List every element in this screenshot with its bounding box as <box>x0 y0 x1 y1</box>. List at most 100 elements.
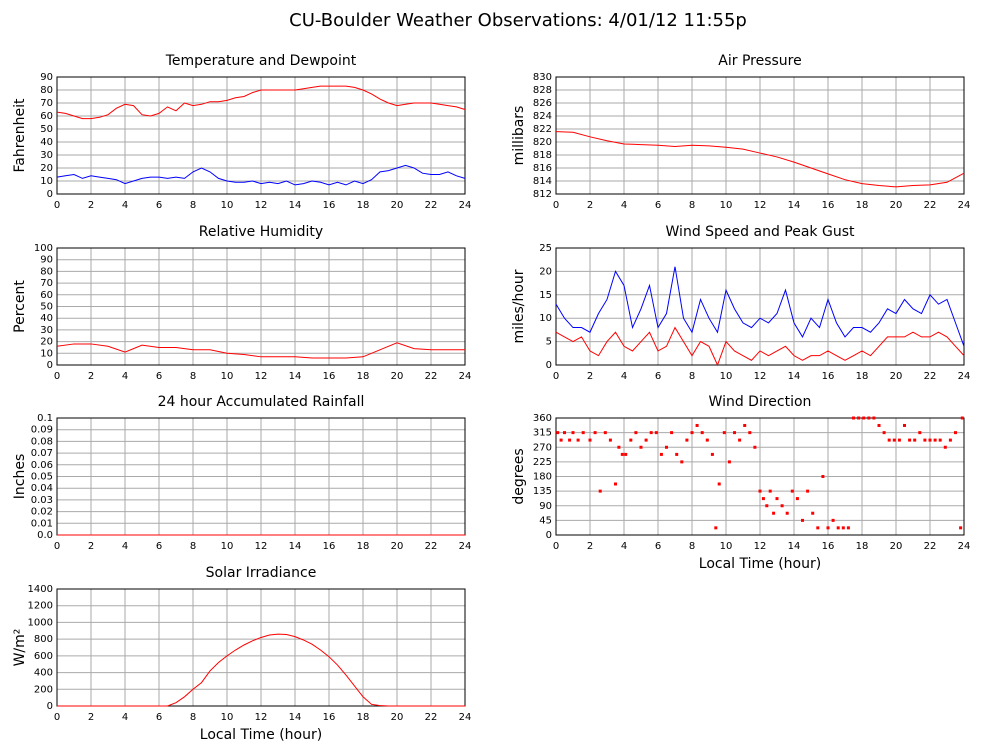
x-tick-label: 16 <box>323 712 336 723</box>
y-tick-label: 0.07 <box>31 448 53 459</box>
x-tick-label: 10 <box>720 200 733 211</box>
y-tick-label: 400 <box>34 668 53 679</box>
y-tick-label: 30 <box>40 150 53 161</box>
x-axis-label: Local Time (hour) <box>699 556 821 572</box>
x-tick-label: 6 <box>156 541 162 552</box>
x-tick-label: 10 <box>221 712 234 723</box>
data-point <box>816 526 820 530</box>
y-axis-label: miles/hour <box>511 269 527 343</box>
plot-frame <box>56 76 466 195</box>
data-point <box>897 438 901 442</box>
x-tick-label: 16 <box>822 541 835 552</box>
x-tick-label: 18 <box>856 541 869 552</box>
x-tick-label: 6 <box>156 712 162 723</box>
y-tick-label: 0.1 <box>37 413 53 424</box>
x-tick-label: 8 <box>190 200 196 211</box>
x-tick-label: 16 <box>323 541 336 552</box>
y-axis-label: millibars <box>511 106 527 166</box>
x-tick-label: 0 <box>54 200 60 211</box>
y-tick-label: 822 <box>533 124 552 135</box>
data-point <box>700 431 704 435</box>
data-point <box>857 416 861 420</box>
data-line <box>555 131 965 188</box>
x-tick-label: 0 <box>54 541 60 552</box>
page-title: CU-Boulder Weather Observations: 4/01/12… <box>289 10 747 31</box>
x-tick-label: 2 <box>587 541 593 552</box>
data-point <box>659 452 663 456</box>
data-point <box>933 438 937 442</box>
x-tick-label: 2 <box>587 200 593 211</box>
data-point <box>801 518 804 522</box>
data-point <box>588 438 592 442</box>
y-tick-label: 814 <box>533 176 552 187</box>
data-point <box>841 526 845 530</box>
x-tick-label: 20 <box>890 371 903 382</box>
x-tick-label: 14 <box>289 712 302 723</box>
data-point <box>639 445 643 449</box>
data-point <box>867 416 871 420</box>
y-tick-label: 200 <box>34 684 53 695</box>
data-point <box>811 511 815 515</box>
y-tick-label: 828 <box>533 85 552 96</box>
data-point <box>608 438 612 442</box>
x-tick-label: 12 <box>754 541 767 552</box>
data-point <box>670 431 674 435</box>
data-point <box>620 452 624 456</box>
x-tick-label: 6 <box>655 541 661 552</box>
x-tick-label: 4 <box>122 541 128 552</box>
y-tick-label: 0.05 <box>31 472 53 483</box>
data-line <box>56 342 465 359</box>
x-tick-label: 20 <box>890 541 903 552</box>
data-point <box>593 431 597 435</box>
x-tick-label: 6 <box>655 200 661 211</box>
data-point <box>821 475 825 478</box>
x-tick-label: 20 <box>391 200 404 211</box>
data-line <box>57 633 465 707</box>
data-point <box>831 518 835 522</box>
data-point <box>733 431 736 435</box>
y-tick-label: 70 <box>40 98 53 109</box>
x-tick-label: 12 <box>255 371 268 382</box>
data-point <box>644 438 648 442</box>
x-tick-label: 4 <box>621 541 627 552</box>
x-tick-label: 6 <box>655 371 661 382</box>
x-tick-label: 2 <box>88 200 94 211</box>
y-tick-label: 816 <box>533 163 552 174</box>
y-tick-label: 40 <box>40 137 53 148</box>
y-tick-label: 100 <box>34 243 53 254</box>
data-point <box>862 416 866 420</box>
data-point <box>960 416 964 420</box>
x-tick-label: 6 <box>156 200 162 211</box>
x-tick-label: 14 <box>289 371 302 382</box>
x-tick-label: 22 <box>425 200 438 211</box>
data-point <box>892 438 896 442</box>
data-point <box>846 526 850 530</box>
x-tick-label: 0 <box>553 371 559 382</box>
x-tick-label: 12 <box>255 541 268 552</box>
y-axis-label: degrees <box>511 448 527 504</box>
data-point <box>617 445 621 449</box>
y-tick-label: 90 <box>40 72 53 83</box>
data-point <box>649 431 653 435</box>
data-point <box>882 431 886 435</box>
x-tick-label: 8 <box>190 371 196 382</box>
plot-frame <box>555 247 965 366</box>
x-tick-label: 24 <box>958 200 971 211</box>
data-line <box>56 85 466 120</box>
y-tick-label: 15 <box>539 290 552 301</box>
x-tick-label: 22 <box>924 371 937 382</box>
data-line <box>555 266 965 347</box>
y-tick-label: 10 <box>40 348 53 359</box>
plot-frame <box>555 76 965 195</box>
data-point <box>714 526 718 530</box>
y-tick-label: 25 <box>539 243 552 254</box>
y-tick-label: 60 <box>40 111 53 122</box>
y-tick-label: 0.03 <box>31 495 53 506</box>
x-tick-label: 2 <box>88 541 94 552</box>
y-tick-label: 80 <box>40 85 53 96</box>
data-point <box>780 504 784 508</box>
x-tick-label: 2 <box>587 371 593 382</box>
